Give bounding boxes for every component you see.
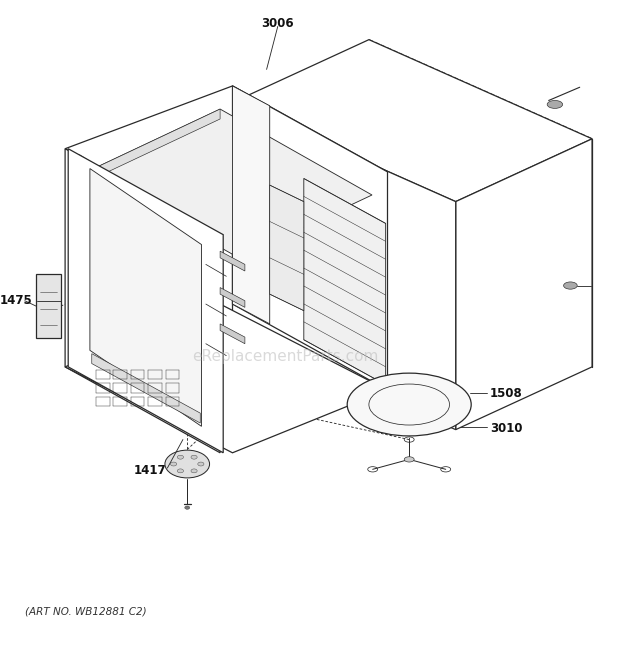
Ellipse shape: [547, 100, 563, 108]
Polygon shape: [90, 169, 202, 426]
Polygon shape: [220, 288, 245, 307]
Ellipse shape: [177, 455, 184, 459]
Ellipse shape: [177, 469, 184, 473]
Polygon shape: [68, 149, 223, 453]
Polygon shape: [270, 185, 304, 311]
Polygon shape: [87, 109, 372, 258]
Polygon shape: [232, 86, 270, 324]
Polygon shape: [92, 354, 200, 423]
Text: 3010: 3010: [490, 422, 522, 435]
Polygon shape: [220, 324, 245, 344]
Text: 1417: 1417: [133, 464, 166, 477]
Polygon shape: [65, 304, 388, 453]
Polygon shape: [36, 274, 61, 338]
Ellipse shape: [170, 462, 177, 466]
Ellipse shape: [191, 455, 197, 459]
Polygon shape: [65, 149, 220, 453]
Text: 3006: 3006: [262, 17, 294, 30]
Polygon shape: [232, 40, 592, 202]
Polygon shape: [304, 178, 386, 385]
Ellipse shape: [198, 462, 204, 466]
Text: (ART NO. WB12881 C2): (ART NO. WB12881 C2): [25, 606, 146, 617]
Polygon shape: [220, 251, 245, 271]
Ellipse shape: [191, 469, 197, 473]
Text: eReplacementParts.com: eReplacementParts.com: [192, 350, 378, 364]
Ellipse shape: [165, 450, 210, 478]
Ellipse shape: [404, 457, 414, 462]
Text: 1475: 1475: [0, 294, 33, 307]
Polygon shape: [232, 86, 388, 390]
Polygon shape: [87, 109, 220, 182]
Ellipse shape: [564, 282, 577, 290]
Polygon shape: [65, 86, 388, 235]
Ellipse shape: [347, 373, 471, 436]
Text: 1508: 1508: [490, 387, 523, 401]
Ellipse shape: [185, 506, 190, 510]
Polygon shape: [456, 139, 592, 430]
Polygon shape: [232, 102, 456, 430]
